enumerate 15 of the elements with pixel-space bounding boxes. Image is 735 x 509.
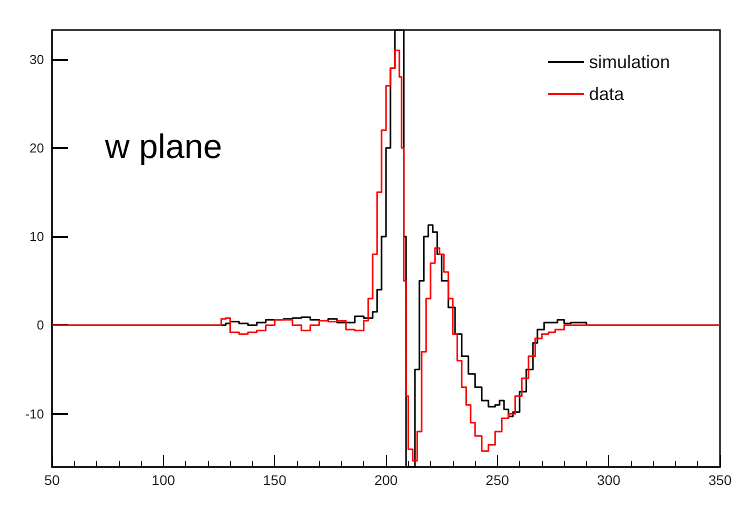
annotation: w plane (104, 128, 222, 166)
x-tick-label: 100 (152, 472, 176, 488)
legend-label: simulation (588, 52, 670, 72)
x-tick-label: 150 (262, 472, 287, 488)
y-tick-label: 20 (30, 140, 44, 156)
y-tick-label: 30 (30, 52, 44, 67)
x-tick-label: 350 (708, 472, 732, 488)
x-tick-label: 50 (44, 472, 60, 488)
y-tick-label: 0 (36, 318, 44, 333)
x-tick-label: 300 (596, 472, 621, 488)
legend-label: data (588, 84, 625, 104)
y-tick-label: -10 (25, 406, 44, 422)
x-tick-label: 200 (374, 472, 398, 488)
x-tick-label: 250 (486, 472, 510, 488)
y-tick-label: 10 (30, 229, 44, 244)
